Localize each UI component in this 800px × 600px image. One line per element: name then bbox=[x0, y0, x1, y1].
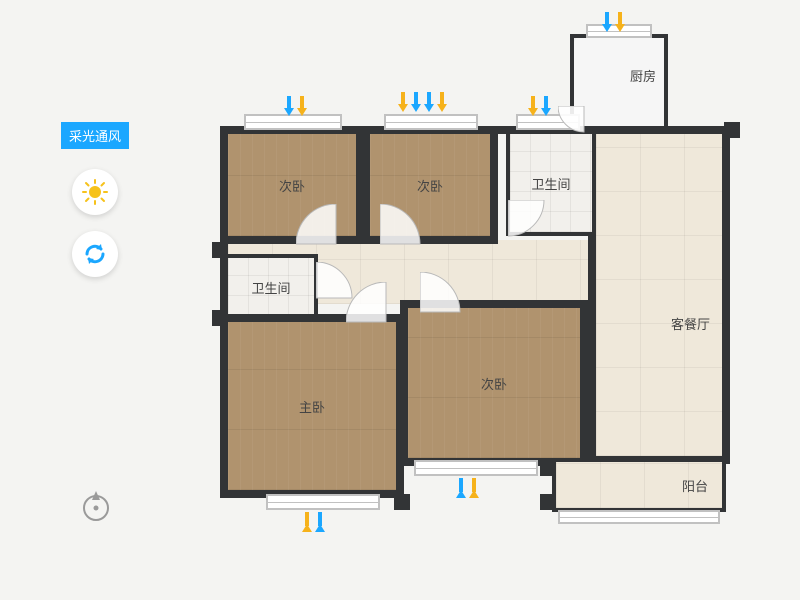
room-label: 厨房 bbox=[630, 66, 656, 85]
room-bed-lower: 次卧 bbox=[408, 308, 580, 458]
arrows-vent bbox=[456, 478, 479, 498]
room-label: 次卧 bbox=[279, 176, 305, 195]
room-bed-top-left: 次卧 bbox=[228, 134, 356, 236]
column bbox=[540, 494, 556, 510]
lighting-tag: 采光通风 bbox=[61, 122, 129, 149]
room-label: 客餐厅 bbox=[671, 314, 710, 333]
wall-segment bbox=[220, 126, 228, 498]
window bbox=[386, 116, 476, 128]
window bbox=[518, 116, 578, 128]
room-living: 客餐厅 bbox=[596, 134, 722, 456]
column bbox=[394, 494, 410, 510]
room-balcony: 阳台 bbox=[556, 462, 722, 508]
room-label: 卫生间 bbox=[531, 174, 570, 193]
sun-button[interactable] bbox=[72, 169, 118, 215]
room-label: 次卧 bbox=[417, 176, 443, 195]
room-label: 阳台 bbox=[682, 476, 708, 495]
arrows-vent bbox=[302, 512, 325, 532]
arrows-vent bbox=[602, 12, 625, 32]
room-label: 卫生间 bbox=[251, 278, 290, 297]
room-bath-left: 卫生间 bbox=[228, 258, 314, 316]
room-label: 次卧 bbox=[481, 374, 507, 393]
window bbox=[416, 462, 536, 474]
sidebar: 采光通风 bbox=[55, 122, 135, 293]
room-bath-upper: 卫生间 bbox=[510, 134, 592, 232]
floor-plan: 客餐厅 厨房 卫生间 次卧 次卧 卫生间 主卧 次卧 阳台 bbox=[198, 26, 734, 568]
room-master: 主卧 bbox=[228, 322, 396, 490]
window bbox=[560, 512, 718, 522]
room-label: 主卧 bbox=[299, 397, 325, 416]
compass-icon bbox=[78, 488, 114, 524]
refresh-icon bbox=[82, 241, 108, 267]
arrows-vent bbox=[398, 92, 447, 112]
room-kitchen: 厨房 bbox=[574, 38, 664, 128]
sun-icon bbox=[82, 179, 108, 205]
refresh-button[interactable] bbox=[72, 231, 118, 277]
window bbox=[246, 116, 340, 128]
room-bed-top-mid: 次卧 bbox=[370, 134, 490, 236]
window bbox=[268, 496, 378, 508]
column bbox=[540, 460, 556, 476]
arrows-vent bbox=[528, 96, 551, 116]
arrows-vent bbox=[284, 96, 307, 116]
